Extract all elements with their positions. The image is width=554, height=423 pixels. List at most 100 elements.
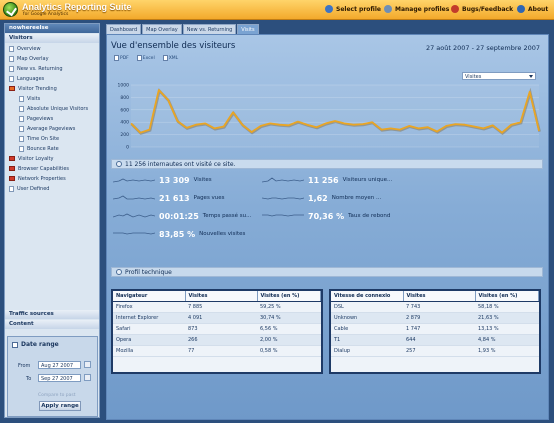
y-tick-label: 200: [120, 132, 129, 138]
profile-header[interactable]: nowhereelse: [5, 24, 99, 33]
tab-map-overlay[interactable]: Map Overlay: [142, 24, 182, 34]
to-calendar-icon[interactable]: [84, 374, 91, 381]
technical-profile-bar: Profil technique: [111, 267, 543, 277]
column-header[interactable]: Visites: [403, 291, 476, 302]
to-date-input[interactable]: Sep 27 2007: [38, 374, 81, 382]
tab-visits[interactable]: Visits: [237, 24, 259, 34]
sidebar-item-bounce-rate[interactable]: Bounce Rate: [19, 144, 59, 153]
from-date-input[interactable]: Aug 27 2007: [38, 361, 81, 369]
sidebar-item-visitor-loyalty[interactable]: Visitor Loyalty: [9, 154, 53, 163]
sidebar-item-pageviews[interactable]: Pageviews: [19, 114, 53, 123]
folder-icon: [9, 156, 15, 161]
apply-range-button[interactable]: Apply range: [39, 401, 81, 411]
document-icon: [9, 75, 14, 82]
report-date-range: 27 août 2007 - 27 septembre 2007: [425, 44, 540, 52]
sidebar-item-visitor-trending[interactable]: Visitor Trending: [9, 84, 57, 93]
column-header[interactable]: Navigateur: [113, 291, 186, 302]
metric-bounce-rate[interactable]: 70,36 % Taux de rebond: [262, 211, 390, 221]
sidebar-item-time-on-site[interactable]: Time On Site: [19, 134, 59, 143]
pdf-icon: [114, 55, 119, 61]
metric-time-on-site[interactable]: 00:01:25 Temps passé su...: [113, 211, 251, 221]
export-xml-link[interactable]: XML: [162, 55, 178, 61]
sparkline: [262, 197, 304, 200]
metric-new-visits[interactable]: 83,85 % Nouvelles visites: [113, 229, 245, 239]
sparkline: [113, 195, 155, 200]
about-icon: [517, 5, 525, 13]
date-range-title: Date range: [12, 341, 59, 348]
sidebar-item-user-defined[interactable]: User Defined: [9, 184, 49, 193]
sidebar-item-visits[interactable]: Visits: [19, 94, 40, 103]
compare-checkbox-label[interactable]: Compare to past: [38, 393, 76, 398]
metric-select[interactable]: Visites: [462, 72, 536, 80]
sidebar-item-absolute-unique-visitors[interactable]: Absolute Unique Visitors: [19, 104, 88, 113]
column-header[interactable]: Visites (en %): [475, 291, 539, 302]
sidebar-item-new-vs-returning[interactable]: New vs. Returning: [9, 64, 63, 73]
main-content: Dashboard Map Overlay New vs. Returning …: [106, 24, 549, 420]
y-tick-label: 600: [120, 107, 129, 113]
metric-pageviews[interactable]: 21 613 Pages vues: [113, 193, 225, 203]
visitors-section-header[interactable]: Visitors: [5, 34, 99, 43]
tab-bar: Dashboard Map Overlay New vs. Returning …: [106, 24, 259, 34]
chart-plot-area: [131, 85, 539, 147]
column-header[interactable]: Visites (en %): [257, 291, 321, 302]
sidebar-item-languages[interactable]: Languages: [9, 74, 44, 83]
select-profile-button[interactable]: Select profile: [325, 5, 381, 13]
bugs-icon: [451, 5, 459, 13]
date-range-panel: Date range From Aug 27 2007 To Sep 27 20…: [7, 336, 98, 417]
traffic-sources-section-header[interactable]: Traffic sources: [5, 310, 99, 319]
tab-dashboard[interactable]: Dashboard: [106, 24, 142, 34]
folder-open-icon: [9, 86, 15, 91]
folder-icon: [9, 166, 15, 171]
y-tick-label: 400: [120, 120, 129, 126]
browser-table: Navigateur Visites Visites (en %) Firefo…: [111, 289, 323, 374]
from-label: From: [18, 363, 31, 369]
about-button[interactable]: About: [517, 5, 548, 13]
table-row: Firefox 7 885 59,25 %: [113, 301, 321, 313]
series-line: [130, 89, 540, 134]
select-profile-icon: [325, 5, 333, 13]
metric-visits[interactable]: 13 309 Visites: [113, 175, 212, 185]
metric-unique-visitors[interactable]: 11 256 Visiteurs unique...: [262, 175, 392, 185]
export-pdf-link[interactable]: PDF: [114, 55, 129, 61]
table-row: Mozilla 77 0,58 %: [113, 345, 321, 357]
sparkline: [262, 177, 304, 183]
y-tick-label: 0: [126, 145, 129, 151]
sidebar-item-network-properties[interactable]: Network Properties: [9, 174, 66, 183]
content-section-header[interactable]: Content: [5, 320, 99, 329]
folder-icon: [9, 176, 15, 181]
table-row: T1 644 4,84 %: [331, 334, 539, 346]
document-icon: [19, 105, 24, 112]
export-excel-link[interactable]: Excel: [136, 55, 155, 61]
page-title: Vue d'ensemble des visiteurs: [111, 41, 236, 51]
document-icon: [9, 65, 14, 72]
sidebar-item-average-pageviews[interactable]: Average Pageviews: [19, 124, 75, 133]
summary-bar: 11 256 internautes ont visité ce site.: [111, 159, 543, 169]
metric-average-pageviews[interactable]: 1,62 Nombre moyen ...: [262, 193, 381, 203]
column-header[interactable]: Vitesse de connexio: [331, 291, 404, 302]
document-icon: [9, 45, 14, 52]
sparkline: [262, 214, 304, 217]
sparkline: [113, 178, 155, 183]
sidebar: nowhereelse Visitors Overview Map Overla…: [4, 23, 100, 418]
document-icon: [19, 125, 24, 132]
y-tick-label: 1000: [118, 83, 130, 89]
excel-icon: [136, 55, 142, 61]
sidebar-item-browser-capabilities[interactable]: Browser Capabilities: [9, 164, 69, 173]
table-row: Cable 1 747 13,13 %: [331, 323, 539, 335]
manage-profiles-button[interactable]: Manage profiles: [384, 5, 449, 13]
table-row: Dialup 257 1,93 %: [331, 345, 539, 357]
sidebar-item-map-overlay[interactable]: Map Overlay: [9, 54, 49, 63]
tab-new-vs-returning[interactable]: New vs. Returning: [182, 24, 237, 34]
sparkline: [113, 213, 155, 218]
connection-speed-table: Vitesse de connexio Visites Visites (en …: [329, 289, 541, 374]
document-icon: [19, 145, 24, 152]
export-links: PDF Excel XML: [114, 55, 178, 61]
column-header[interactable]: Visites: [185, 291, 258, 302]
sidebar-item-overview[interactable]: Overview: [9, 44, 41, 53]
table-row: DSL 7 743 58,18 %: [331, 301, 539, 313]
report-panel: Vue d'ensemble des visiteurs 27 août 200…: [106, 34, 549, 420]
visitors-icon: [116, 161, 122, 167]
bugs-feedback-button[interactable]: Bugs/Feedback: [451, 5, 513, 13]
document-icon: [9, 55, 14, 62]
from-calendar-icon[interactable]: [84, 361, 91, 368]
